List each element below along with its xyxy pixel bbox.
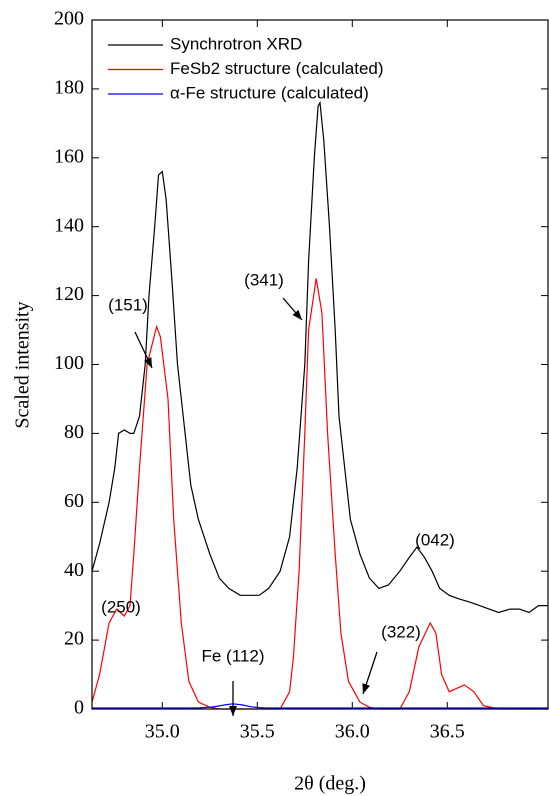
annotation: (322) bbox=[381, 622, 421, 641]
data-line bbox=[91, 100, 548, 614]
y-tick-label: 140 bbox=[54, 214, 84, 236]
y-tick-label: 100 bbox=[54, 352, 84, 374]
x-tick-label: 36.5 bbox=[430, 721, 465, 743]
x-axis-title: 2θ (deg.) bbox=[294, 773, 366, 795]
y-tick-label: 60 bbox=[64, 490, 84, 512]
arrow-head bbox=[229, 706, 237, 716]
x-tick-label: 35.5 bbox=[240, 721, 275, 743]
y-tick-label: 40 bbox=[64, 559, 84, 581]
plot-frame bbox=[91, 19, 549, 710]
y-tick-label: 120 bbox=[54, 283, 84, 305]
x-tick-label: 35.0 bbox=[145, 721, 180, 743]
y-tick-label: 160 bbox=[54, 145, 84, 167]
annotation: (250) bbox=[101, 597, 141, 616]
annotation: (341) bbox=[244, 270, 284, 289]
annotation: Fe (112) bbox=[202, 646, 265, 665]
data-line bbox=[92, 703, 548, 709]
legend-label: FeSb2 structure (calculated) bbox=[170, 59, 384, 78]
arrow-head bbox=[144, 357, 152, 368]
legend-label: α-Fe structure (calculated) bbox=[170, 83, 369, 102]
annotation: (151) bbox=[108, 295, 148, 314]
y-tick-label: 20 bbox=[64, 628, 84, 650]
x-tick-label: 36.0 bbox=[335, 721, 370, 743]
legend-label: Synchrotron XRD bbox=[170, 34, 302, 53]
y-tick-label: 180 bbox=[54, 76, 84, 98]
arrow-head bbox=[362, 683, 370, 694]
y-tick-label: 200 bbox=[54, 8, 84, 30]
y-tick-label: 80 bbox=[64, 421, 84, 443]
annotation: (042) bbox=[415, 530, 455, 549]
arrow-head bbox=[292, 309, 302, 320]
data-line bbox=[91, 278, 548, 710]
y-tick-label: 0 bbox=[74, 697, 84, 719]
y-axis-title: Scaled intensity bbox=[12, 301, 34, 428]
